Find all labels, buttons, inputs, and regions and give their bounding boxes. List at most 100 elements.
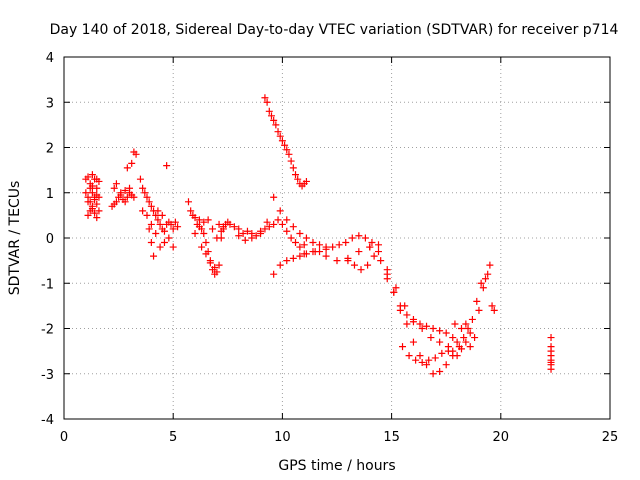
data-point <box>479 284 487 292</box>
data-point <box>202 239 210 247</box>
data-point <box>163 162 171 170</box>
data-point <box>261 94 269 102</box>
y-tick-label: 3 <box>46 96 54 111</box>
data-point <box>84 211 92 219</box>
y-tick-label: -2 <box>41 323 54 338</box>
data-point <box>235 232 243 240</box>
data-point <box>213 268 221 276</box>
data-point <box>88 182 96 190</box>
data-point <box>300 250 308 258</box>
data-point <box>219 225 227 233</box>
data-point <box>442 361 450 369</box>
data-point <box>145 198 153 206</box>
data-point <box>202 250 210 258</box>
data-point <box>171 218 179 226</box>
data-point <box>451 320 459 328</box>
data-point <box>174 223 182 231</box>
data-point <box>243 227 251 235</box>
data-point <box>285 150 293 158</box>
data-point <box>449 334 457 342</box>
data-point <box>267 112 275 120</box>
data-point <box>423 361 431 369</box>
data-point <box>390 288 398 296</box>
data-point <box>416 352 424 360</box>
data-point <box>143 211 151 219</box>
y-axis-label: SDTVAR / TECUs <box>7 181 23 296</box>
data-point <box>322 245 330 253</box>
data-point <box>357 266 365 274</box>
data-point <box>488 302 496 310</box>
data-point <box>409 338 417 346</box>
data-point <box>84 198 92 206</box>
data-point <box>141 189 149 197</box>
data-point <box>283 227 291 235</box>
data-point <box>281 141 289 149</box>
series-arc-9-11h <box>261 94 310 190</box>
data-point <box>278 137 286 145</box>
data-point <box>364 261 372 269</box>
data-point <box>292 171 300 179</box>
data-point <box>287 157 295 165</box>
data-point <box>431 354 439 362</box>
data-point <box>294 175 302 183</box>
data-point <box>427 334 435 342</box>
data-point <box>484 270 492 278</box>
data-point <box>396 302 404 310</box>
data-point <box>270 220 278 228</box>
data-point <box>482 275 490 283</box>
data-point <box>215 261 223 269</box>
series-cluster-early <box>82 171 103 222</box>
data-point <box>198 243 206 251</box>
series-cluster-2-3h <box>108 148 140 210</box>
data-point <box>477 279 485 287</box>
data-point <box>215 220 223 228</box>
data-point <box>418 358 426 366</box>
data-point <box>377 257 385 265</box>
data-point <box>147 220 155 228</box>
data-point <box>132 150 140 158</box>
data-point <box>200 229 208 237</box>
data-point <box>462 338 470 346</box>
data-point <box>436 367 444 375</box>
data-point <box>429 325 437 332</box>
data-point <box>154 216 162 224</box>
data-point <box>436 338 444 346</box>
data-point <box>248 234 256 242</box>
axis-ticks <box>63 56 611 420</box>
data-point <box>296 243 304 251</box>
x-tick-label: 5 <box>169 430 177 445</box>
data-point <box>471 334 479 342</box>
data-point <box>429 370 437 378</box>
data-point <box>355 232 363 240</box>
data-point <box>152 211 160 219</box>
data-point <box>139 184 147 192</box>
data-point <box>139 207 147 215</box>
y-tick-label: 2 <box>46 142 54 157</box>
data-point <box>292 239 300 247</box>
data-point <box>374 241 382 249</box>
data-point <box>121 198 129 206</box>
data-point <box>333 257 341 265</box>
data-point <box>263 98 271 106</box>
data-point <box>93 200 101 208</box>
data-point <box>296 229 304 237</box>
data-point <box>383 275 391 283</box>
data-point <box>403 320 411 328</box>
y-tick-label: 4 <box>46 51 54 66</box>
y-tick-labels: -4 -3 -2 -1 0 1 2 3 4 <box>41 51 54 428</box>
x-tick-label: 15 <box>383 430 400 445</box>
data-point <box>300 241 308 249</box>
data-point <box>211 263 219 271</box>
y-tick-label: -3 <box>41 368 54 383</box>
data-point <box>128 159 136 167</box>
data-point <box>241 236 249 244</box>
data-point <box>130 193 138 201</box>
data-point <box>263 218 271 226</box>
data-point <box>88 189 96 197</box>
data-point <box>274 216 282 224</box>
data-point <box>399 343 407 351</box>
data-point <box>289 164 297 172</box>
series-band-10-14h <box>270 232 382 278</box>
data-point <box>457 345 465 353</box>
data-point <box>82 189 90 197</box>
